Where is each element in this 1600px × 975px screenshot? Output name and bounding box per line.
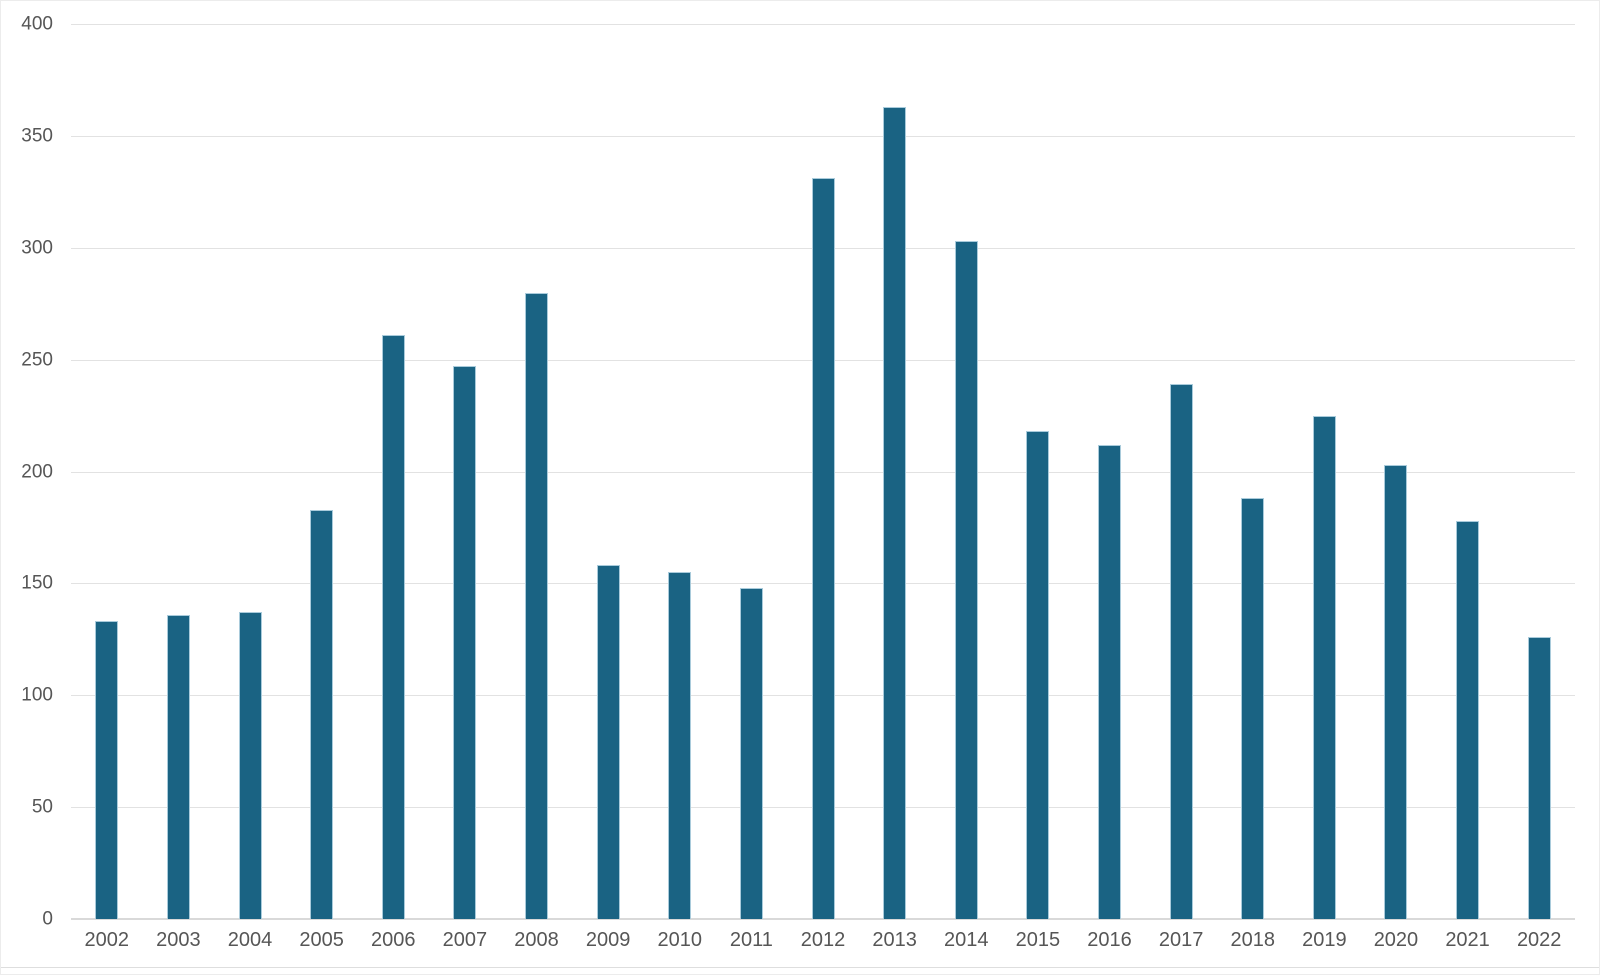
x-tick-label-2007: 2007 [442, 929, 488, 951]
y-tick-label-0: 0 [42, 908, 53, 930]
bar-2019 [1312, 415, 1336, 919]
y-tick-label-300: 300 [21, 237, 53, 259]
x-tick-label-2004: 2004 [227, 929, 273, 951]
y-tick-label-100: 100 [21, 684, 53, 706]
bar-2002 [95, 621, 119, 919]
bar-2016 [1097, 444, 1121, 919]
plot-area [71, 24, 1575, 920]
bar-2017 [1169, 384, 1193, 919]
x-tick-label-2009: 2009 [585, 929, 631, 951]
x-tick-label-2021: 2021 [1445, 929, 1490, 951]
bar-2009 [596, 565, 620, 919]
y-tick-label-400: 400 [21, 13, 53, 35]
x-tick-label-2018: 2018 [1230, 929, 1275, 951]
bar-2004 [238, 612, 262, 919]
x-tick-label-2014: 2014 [943, 929, 989, 951]
x-tick-label-2022: 2022 [1516, 929, 1562, 951]
bar-2006 [381, 335, 405, 919]
x-tick-label-2010: 2010 [657, 929, 703, 951]
bar-2020 [1384, 464, 1408, 919]
x-tick-label-2006: 2006 [371, 929, 416, 951]
x-tick-label-2017: 2017 [1158, 929, 1204, 951]
x-tick-label-2012: 2012 [800, 929, 846, 951]
bar-2015 [1026, 431, 1050, 919]
bar-2013 [883, 106, 907, 919]
x-tick-label-2003: 2003 [156, 929, 201, 951]
x-tick-label-2015: 2015 [1015, 929, 1061, 951]
x-tick-label-2005: 2005 [299, 929, 344, 951]
bar-2012 [811, 178, 835, 919]
bar-2022 [1527, 637, 1551, 919]
x-tick-label-2011: 2011 [729, 929, 773, 951]
bar-2014 [954, 241, 978, 919]
y-tick-label-250: 250 [21, 349, 53, 371]
x-tick-label-2002: 2002 [84, 929, 130, 951]
x-tick-label-2013: 2013 [872, 929, 917, 951]
bar-2005 [310, 509, 334, 919]
x-tick-label-2008: 2008 [514, 929, 559, 951]
x-axis-line [71, 918, 1575, 920]
y-tick-label-200: 200 [21, 461, 53, 482]
bar-2011 [739, 587, 763, 919]
gridline-350 [71, 135, 1575, 137]
x-tick-label-2016: 2016 [1087, 929, 1132, 951]
y-tick-label-50: 50 [31, 796, 53, 818]
bar-2018 [1241, 498, 1265, 919]
bar-2007 [453, 366, 477, 919]
bar-2021 [1456, 520, 1480, 919]
chart-frame-bottom-border [1, 967, 1599, 968]
x-tick-label-2020: 2020 [1373, 929, 1419, 951]
y-tick-label-150: 150 [21, 572, 53, 594]
x-tick-label-2019: 2019 [1302, 929, 1347, 951]
bar-2003 [166, 614, 190, 919]
y-tick-label-350: 350 [21, 125, 53, 147]
bar-2008 [525, 292, 549, 919]
bar-2010 [668, 572, 692, 919]
gridline-400 [71, 24, 1575, 25]
